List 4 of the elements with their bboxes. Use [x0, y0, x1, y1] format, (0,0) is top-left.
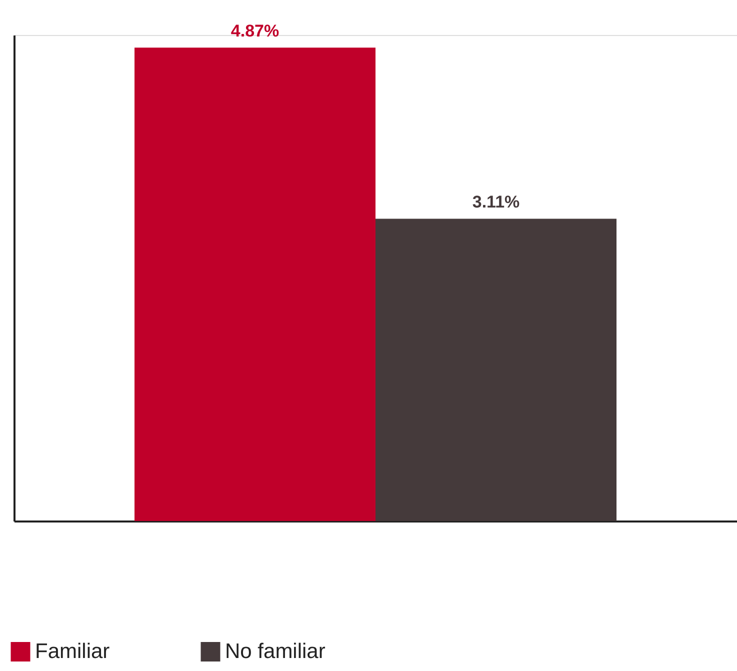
legend-label: Familiar [35, 640, 110, 663]
data-label: 4.87% [230, 22, 280, 41]
legend-label: No familiar [225, 640, 326, 663]
data-label: 3.11% [472, 192, 520, 212]
